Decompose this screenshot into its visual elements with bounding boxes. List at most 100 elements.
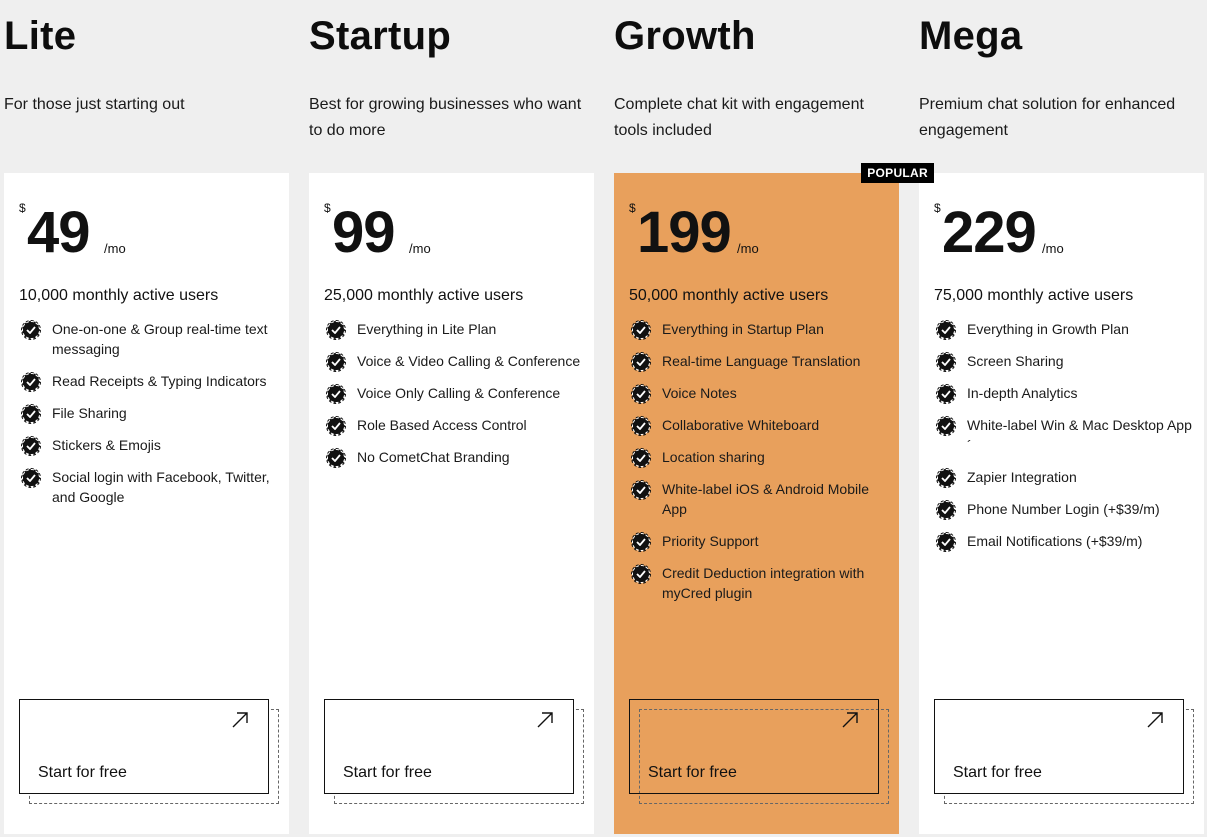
feature-label: In-depth Analytics xyxy=(967,385,1078,401)
feature-label: Voice Only Calling & Conference xyxy=(357,385,561,401)
check-circle-icon xyxy=(326,320,346,340)
check-circle-icon xyxy=(631,416,651,436)
feature-label: Everything in Startup Plan xyxy=(662,321,824,337)
monthly-active-users: 10,000 monthly active users xyxy=(19,287,219,304)
feature-label: Role Based Access Control xyxy=(357,417,527,433)
start-for-free-button[interactable]: Start for free xyxy=(19,699,269,794)
price-amount: 99 xyxy=(332,200,396,265)
arrow-up-right-icon xyxy=(535,710,555,733)
currency-symbol: $ xyxy=(324,201,331,215)
cta-container: Start for free xyxy=(934,699,1194,804)
start-for-free-button[interactable]: Start for free xyxy=(934,699,1184,794)
plan-mega: Mega Premium chat solution for enhanced e… xyxy=(919,0,1204,837)
feature-label: Email Notifications (+$39/m) xyxy=(967,533,1143,549)
feature-item: Role Based Access Control xyxy=(324,415,586,436)
arrow-up-right-icon xyxy=(230,710,250,733)
check-circle-icon xyxy=(326,416,346,436)
price-period: /mo xyxy=(737,241,759,256)
price-amount: 49 xyxy=(27,200,91,265)
plan-description: Premium chat solution for enhanced engag… xyxy=(919,96,1176,139)
check-circle-icon xyxy=(21,468,41,488)
cta-label: Start for free xyxy=(953,764,1042,781)
currency-symbol: $ xyxy=(629,201,636,215)
feature-list: Everything in Startup Plan Real-time Lan… xyxy=(629,319,891,615)
check-circle-icon xyxy=(326,352,346,372)
check-circle-icon xyxy=(631,384,651,404)
feature-label: Everything in Lite Plan xyxy=(357,321,497,337)
feature-label: Real-time Language Translation xyxy=(662,353,861,369)
plan-card: POPULAR $199/mo 50,000 monthly active user… xyxy=(614,163,934,834)
cta-container: Start for free xyxy=(629,699,889,804)
feature-item: Email Notifications (+$39/m) xyxy=(934,531,1196,552)
cta-container: Start for free xyxy=(324,699,584,804)
feature-item: White-label Win & Mac Desktop App´ xyxy=(934,415,1196,455)
check-circle-icon xyxy=(631,352,651,372)
feature-item: In-depth Analytics xyxy=(934,383,1196,404)
feature-item: Everything in Startup Plan xyxy=(629,319,891,340)
feature-label: Collaborative Whiteboard xyxy=(662,417,820,433)
feature-item: Collaborative Whiteboard xyxy=(629,415,891,436)
check-circle-icon xyxy=(936,384,956,404)
feature-item: Everything in Lite Plan xyxy=(324,319,586,340)
feature-label: Credit Deduction integration with myCred… xyxy=(662,565,865,601)
price-amount: 229 xyxy=(942,200,1037,265)
plan-description: Complete chat kit with engagement tools … xyxy=(614,96,864,139)
feature-label: Phone Number Login (+$39/m) xyxy=(967,501,1160,517)
feature-item: Zapier Integration xyxy=(934,467,1196,488)
check-circle-icon xyxy=(631,480,651,500)
feature-item: Priority Support xyxy=(629,531,891,552)
check-circle-icon xyxy=(631,320,651,340)
check-circle-icon xyxy=(326,384,346,404)
arrow-up-right-icon xyxy=(1145,710,1165,733)
start-for-free-button[interactable]: Start for free xyxy=(629,699,879,794)
plan-lite: Lite For those just starting out $49/mo 10,… xyxy=(4,0,289,837)
feature-label: Voice & Video Calling & Conference xyxy=(357,353,581,369)
check-circle-icon xyxy=(21,436,41,456)
plan-name: Lite xyxy=(4,14,77,58)
feature-item: Voice Notes xyxy=(629,383,891,404)
feature-list: One-on-one & Group real-time text messag… xyxy=(19,319,281,519)
check-circle-icon xyxy=(936,320,956,340)
check-circle-icon xyxy=(631,532,651,552)
start-for-free-button[interactable]: Start for free xyxy=(324,699,574,794)
check-circle-icon xyxy=(21,372,41,392)
feature-item: No CometChat Branding xyxy=(324,447,586,468)
feature-item: Stickers & Emojis xyxy=(19,435,281,456)
plan-name: Startup xyxy=(309,14,452,58)
arrow-up-right-icon xyxy=(840,710,860,733)
price-period: /mo xyxy=(104,241,126,256)
plan-card: $99/mo 25,000 monthly active users Everyt… xyxy=(309,173,594,834)
plan-card: $229/mo 75,000 monthly active users Every… xyxy=(919,173,1204,834)
feature-item: Location sharing xyxy=(629,447,891,468)
feature-label: Screen Sharing xyxy=(967,353,1064,369)
plan-name: Growth xyxy=(614,14,756,58)
feature-label: Voice Notes xyxy=(662,385,737,401)
currency-symbol: $ xyxy=(19,201,26,215)
feature-list: Everything in Growth Plan Screen Sharing… xyxy=(934,319,1196,563)
cta-label: Start for free xyxy=(343,764,432,781)
cta-label: Start for free xyxy=(648,764,737,781)
feature-item: Voice Only Calling & Conference xyxy=(324,383,586,404)
feature-label: White-label iOS & Android Mobile App xyxy=(662,481,869,517)
plan-growth: Growth Complete chat kit with engagement … xyxy=(614,0,934,837)
feature-label: Read Receipts & Typing Indicators xyxy=(52,373,267,389)
feature-label: Social login with Facebook, Twitter, and… xyxy=(52,469,270,505)
feature-item: Screen Sharing xyxy=(934,351,1196,372)
check-circle-icon xyxy=(936,500,956,520)
feature-label: Location sharing xyxy=(662,449,765,465)
monthly-active-users: 75,000 monthly active users xyxy=(934,287,1134,304)
check-circle-icon xyxy=(631,564,651,584)
feature-item: Real-time Language Translation xyxy=(629,351,891,372)
feature-item: Social login with Facebook, Twitter, and… xyxy=(19,467,281,507)
price-period: /mo xyxy=(409,241,431,256)
price-amount: 199 xyxy=(637,200,732,265)
price-period: /mo xyxy=(1042,241,1064,256)
feature-label: Zapier Integration xyxy=(967,469,1077,485)
feature-item: Voice & Video Calling & Conference xyxy=(324,351,586,372)
check-circle-icon xyxy=(936,532,956,552)
check-circle-icon xyxy=(326,448,346,468)
feature-item: White-label iOS & Android Mobile App xyxy=(629,479,891,519)
monthly-active-users: 50,000 monthly active users xyxy=(629,287,829,304)
feature-label: No CometChat Branding xyxy=(357,449,510,465)
